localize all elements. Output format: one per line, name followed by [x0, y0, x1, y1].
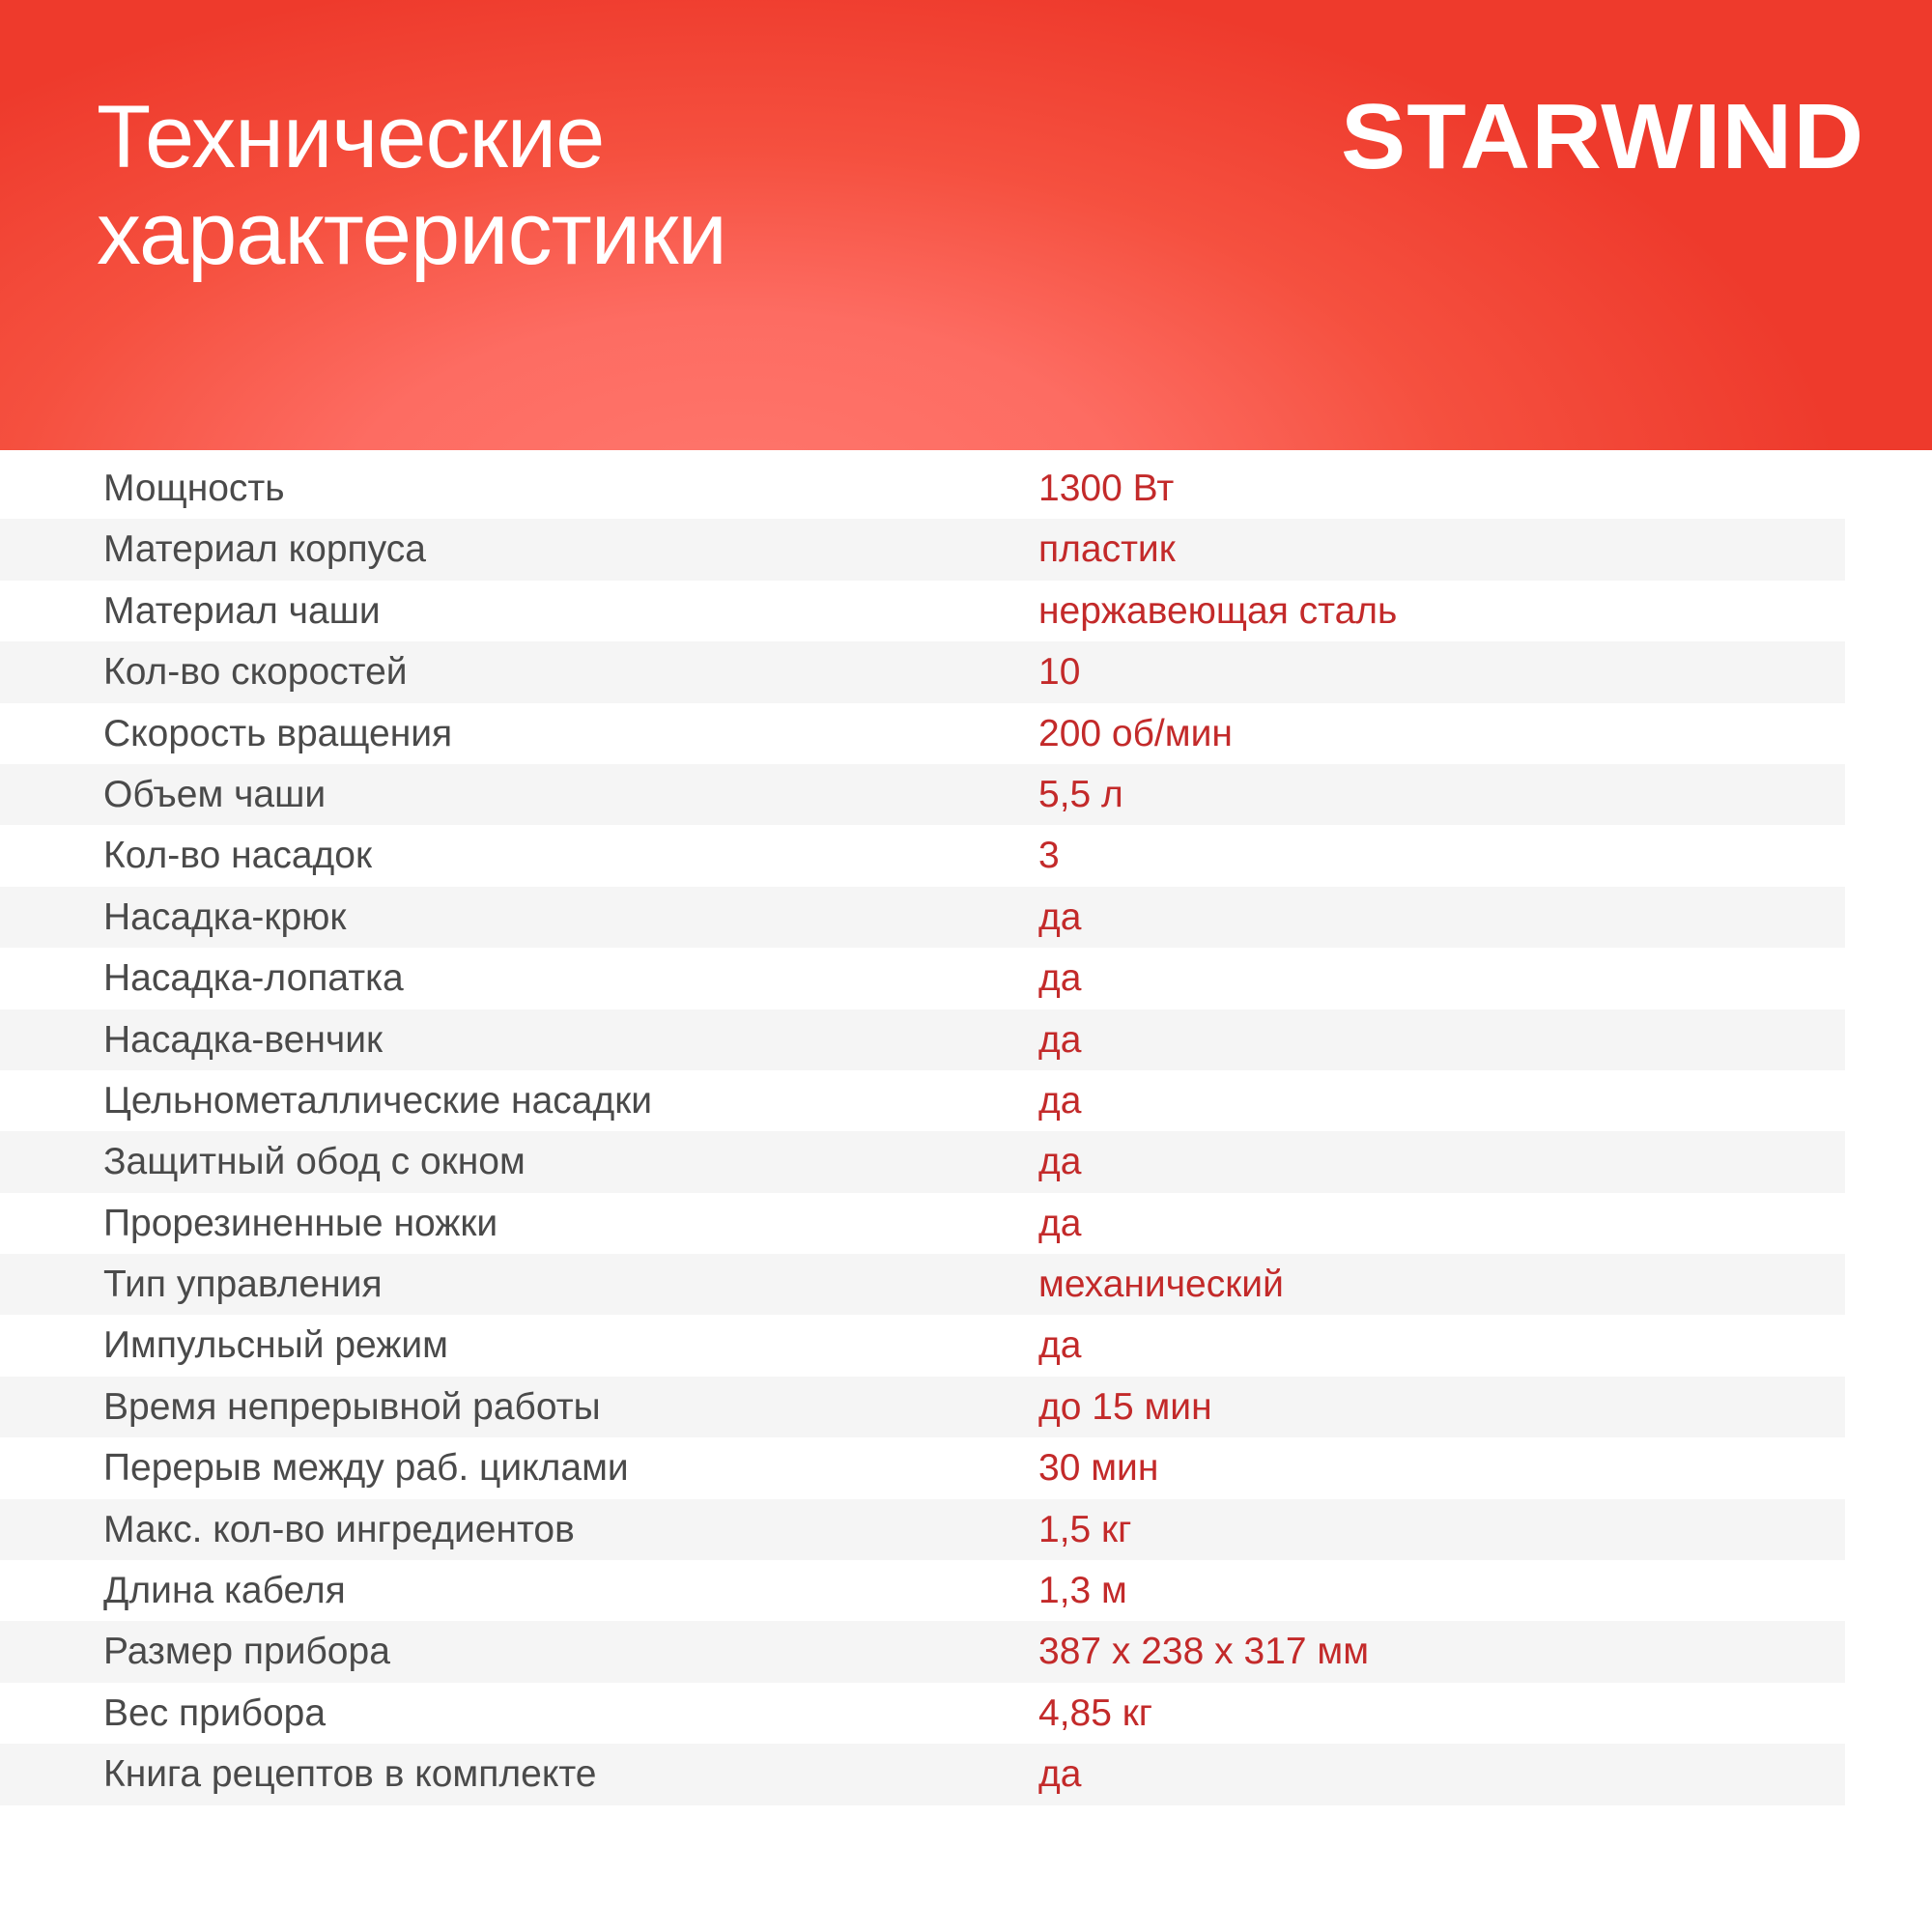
spec-value: 30 мин: [1038, 1447, 1159, 1490]
spec-row: Материал чаши нержавеющая сталь: [0, 581, 1845, 641]
header-banner: Технические характеристики STARWIND: [0, 0, 1932, 450]
title-line-2: характеристики: [97, 185, 727, 283]
spec-value: 1300 Вт: [1038, 468, 1175, 509]
spec-value: 1,5 кг: [1038, 1508, 1132, 1550]
spec-value: да: [1038, 1079, 1082, 1122]
spec-row: Прорезиненные ножки да: [0, 1193, 1845, 1254]
spec-value: 4,85 кг: [1038, 1691, 1153, 1734]
spec-label: Книга рецептов в комплекте: [103, 1753, 597, 1796]
spec-value: 200 об/мин: [1038, 712, 1233, 754]
page-title: Технические характеристики: [97, 88, 727, 283]
spec-value: до 15 мин: [1038, 1385, 1212, 1428]
spec-value: да: [1038, 957, 1082, 1000]
spec-label: Перерыв между раб. циклами: [103, 1447, 629, 1490]
spec-label: Прорезиненные ножки: [103, 1202, 498, 1244]
spec-row: Насадка-крюк да: [0, 886, 1845, 949]
spec-label: Объем чаши: [103, 773, 327, 815]
spec-label: Вес прибора: [103, 1691, 327, 1734]
spec-label: Кол-во скоростей: [103, 651, 408, 694]
spec-value: 1,3 м: [1038, 1570, 1127, 1612]
spec-label: Кол-во насадок: [103, 835, 373, 877]
spec-value: да: [1038, 1018, 1082, 1061]
spec-row: Насадка-лопатка да: [0, 948, 1845, 1009]
spec-value: да: [1038, 1324, 1082, 1367]
spec-value: 5,5 л: [1038, 773, 1123, 815]
spec-row: Импульсный режим да: [0, 1315, 1845, 1376]
spec-label: Мощность: [103, 468, 285, 509]
spec-row: Материал корпуса пластик: [0, 519, 1845, 581]
spec-row: Насадка-венчик да: [0, 1009, 1845, 1070]
spec-row: Кол-во насадок 3: [0, 825, 1845, 886]
spec-row: Перерыв между раб. циклами 30 мин: [0, 1437, 1845, 1498]
spec-row: Время непрерывной работы до 15 мин: [0, 1376, 1845, 1438]
spec-value: нержавеющая сталь: [1038, 589, 1398, 632]
spec-row: Кол-во скоростей 10: [0, 641, 1845, 703]
spec-value: пластик: [1038, 528, 1176, 571]
spec-label: Макс. кол-во ингредиентов: [103, 1508, 575, 1550]
spec-row: Длина кабеля 1,3 м: [0, 1560, 1845, 1621]
spec-label: Материал чаши: [103, 589, 381, 632]
spec-label: Длина кабеля: [103, 1570, 346, 1612]
spec-value: да: [1038, 1753, 1082, 1796]
brand-logo: STARWIND: [1341, 85, 1865, 188]
spec-label: Защитный обод с окном: [103, 1141, 526, 1183]
spec-row: Мощность 1300 Вт: [0, 458, 1845, 519]
spec-row: Вес прибора 4,85 кг: [0, 1683, 1845, 1744]
spec-value: 10: [1038, 651, 1081, 694]
spec-row: Книга рецептов в комплекте да: [0, 1744, 1845, 1805]
spec-label: Размер прибора: [103, 1631, 390, 1673]
spec-label: Насадка-крюк: [103, 895, 347, 938]
spec-row: Объем чаши 5,5 л: [0, 763, 1845, 826]
spec-value: да: [1038, 895, 1082, 938]
spec-label: Импульсный режим: [103, 1324, 448, 1367]
spec-label: Время непрерывной работы: [103, 1385, 601, 1428]
spec-row: Защитный обод с окном да: [0, 1131, 1845, 1193]
spec-row: Цельнометаллические насадки да: [0, 1070, 1845, 1131]
spec-label: Материал корпуса: [103, 528, 426, 571]
spec-row: Скорость вращения 200 об/мин: [0, 703, 1845, 764]
spec-label: Насадка-лопатка: [103, 957, 404, 1000]
spec-row: Размер прибора 387 х 238 х 317 мм: [0, 1621, 1845, 1683]
spec-row: Макс. кол-во ингредиентов 1,5 кг: [0, 1498, 1845, 1561]
spec-label: Тип управления: [103, 1264, 383, 1306]
spec-label: Насадка-венчик: [103, 1018, 384, 1061]
spec-value: да: [1038, 1141, 1082, 1183]
spec-value: механический: [1038, 1264, 1284, 1306]
spec-label: Скорость вращения: [103, 712, 453, 754]
spec-value: 3: [1038, 835, 1060, 877]
title-line-1: Технические: [97, 88, 605, 186]
spec-row: Тип управления механический: [0, 1254, 1845, 1316]
spec-value: да: [1038, 1202, 1082, 1244]
spec-table: Мощность 1300 Вт Материал корпуса пластик Ма…: [0, 458, 1932, 1805]
spec-label: Цельнометаллические насадки: [103, 1079, 653, 1122]
spec-value: 387 х 238 х 317 мм: [1038, 1631, 1370, 1673]
